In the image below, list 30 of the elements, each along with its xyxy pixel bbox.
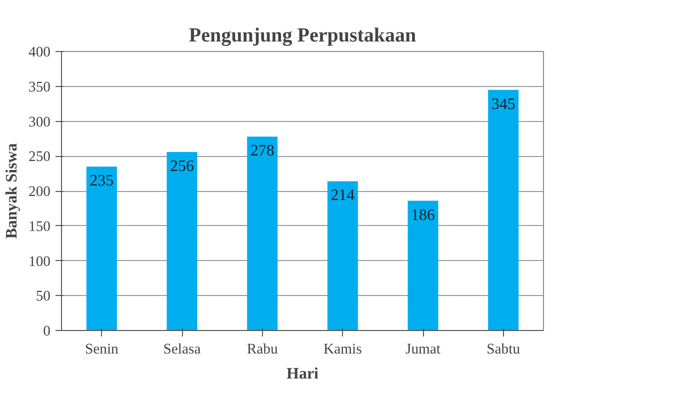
y-tick-label: 250 [28, 149, 50, 166]
x-axis-title: Hari [286, 366, 320, 382]
bar [408, 200, 438, 330]
x-tick-label: Kamis [324, 342, 362, 358]
y-tick-label: 200 [28, 184, 50, 200]
y-tick-label: 0 [43, 324, 50, 340]
x-tick-label: Sabtu [486, 342, 521, 358]
data-label: 214 [330, 187, 355, 204]
data-label: 278 [250, 142, 274, 160]
y-axis-title: Banyak Siswa [4, 143, 21, 239]
y-tick-label: 350 [28, 79, 50, 96]
data-label: 186 [411, 206, 435, 224]
x-tick-label: Senin [84, 342, 120, 358]
bar [166, 152, 198, 330]
x-tick-label: Selasa [163, 342, 202, 358]
data-label: 235 [90, 172, 114, 190]
bar [86, 166, 117, 330]
x-tick-label: Rabu [246, 342, 278, 358]
bar [327, 181, 358, 330]
y-tick-label: 100 [28, 254, 50, 270]
bar [247, 136, 278, 330]
data-label: 256 [170, 158, 194, 175]
y-tick-label: 50 [36, 288, 50, 305]
x-tick-label: Jumat [405, 342, 441, 358]
y-tick-label: 150 [28, 218, 50, 235]
y-tick-label: 300 [28, 114, 50, 130]
chart-title: Pengunjung Perpustakaan [188, 24, 416, 46]
bar [488, 90, 519, 330]
data-label: 345 [491, 96, 516, 113]
y-tick-label: 400 [28, 44, 50, 60]
